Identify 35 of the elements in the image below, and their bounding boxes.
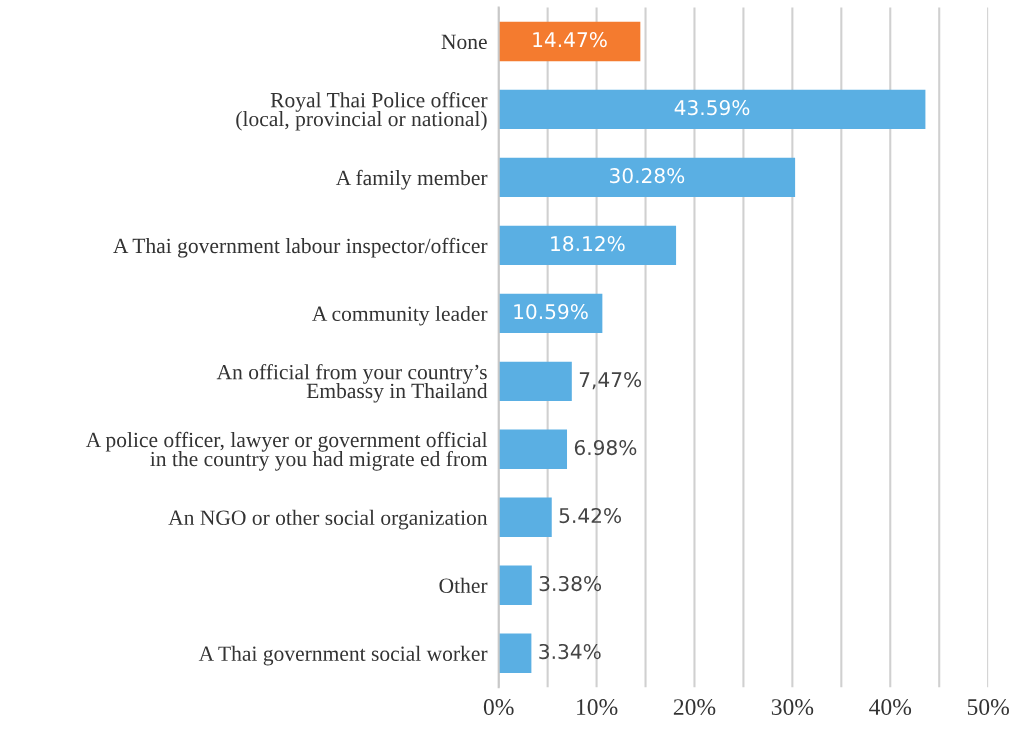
bar [498, 565, 532, 606]
data-label: 5.42% [559, 507, 622, 524]
bar [498, 633, 532, 673]
y-tick-label: Royal Thai Police officer (local, provincial or national) [236, 92, 488, 131]
y-tick-label: An official from your country’s Embassy in Thailand [216, 363, 488, 403]
x-tick-label: 30% [771, 699, 814, 716]
y-tick-label: An NGO or other social organization [168, 509, 488, 530]
bar [498, 157, 796, 198]
data-label: 6.98% [574, 439, 637, 456]
bar [498, 497, 552, 538]
bar [498, 429, 568, 470]
bar [498, 21, 641, 62]
x-tick-label: 40% [869, 699, 912, 716]
data-label: 43.59% [674, 100, 750, 116]
data-label: 14.47% [533, 32, 607, 48]
bar [498, 225, 677, 266]
data-label: 30.28% [610, 168, 685, 184]
y-tick-label: A Thai government social worker [198, 645, 488, 666]
y-tick-label: Other [439, 577, 488, 593]
y-tick-label: A community leader [312, 305, 488, 326]
data-label: 3.34% [539, 643, 601, 660]
x-tick-label: 10% [577, 699, 618, 716]
data-label: 10.59% [514, 303, 588, 320]
x-tick-label: 50% [967, 699, 1009, 716]
data-label: 3.38% [539, 575, 602, 592]
data-label: 18.12% [551, 235, 625, 252]
y-tick-label: A Thai government labour inspector/officer [113, 237, 488, 258]
y-tick-label: A police officer, lawyer or government official in the country you had migrate ed from [85, 431, 488, 471]
bar [498, 361, 572, 402]
bar [498, 89, 926, 130]
y-tick-label: None [441, 34, 487, 50]
y-tick-label: A family member [335, 169, 488, 190]
x-tick-label: 20% [673, 699, 716, 716]
x-tick-label: 0% [483, 699, 514, 716]
data-label: 7,47% [579, 371, 642, 390]
